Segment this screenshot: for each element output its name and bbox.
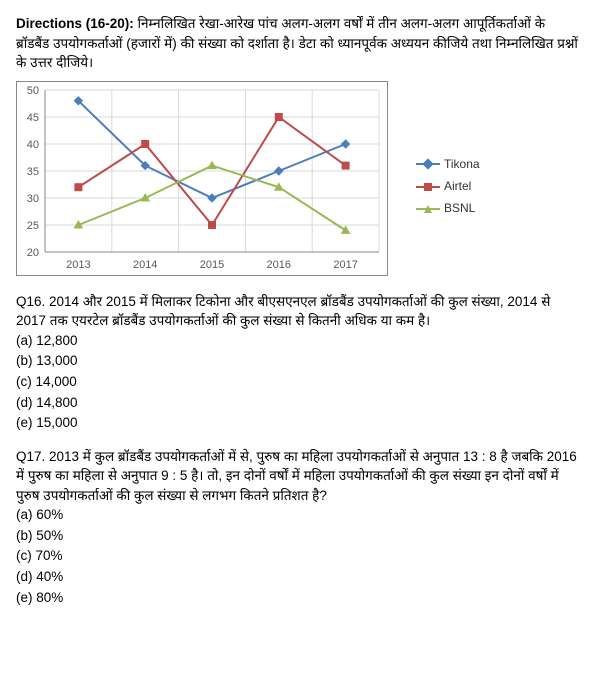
- chart-container: 20 25 30 35 40 45 50 2013 2014 2015 2016 2017 Tikon…: [16, 81, 579, 276]
- option: (e) 80%: [16, 588, 579, 608]
- svg-text:45: 45: [27, 112, 39, 124]
- option: (e) 15,000: [16, 413, 579, 433]
- directions-block: Directions (16-20): निम्नलिखित रेखा-आरेख…: [16, 14, 579, 73]
- question-17: Q17. 2013 में कुल ब्रॉडबैंड उपयोगकर्ताओं…: [16, 447, 579, 608]
- option: (d) 40%: [16, 567, 579, 587]
- option: (d) 14,800: [16, 393, 579, 413]
- option: (b) 50%: [16, 526, 579, 546]
- option: (a) 60%: [16, 505, 579, 525]
- question-16-options: (a) 12,800 (b) 13,000 (c) 14,000 (d) 14,…: [16, 331, 579, 433]
- legend-label: Tikona: [444, 156, 480, 173]
- svg-text:25: 25: [27, 220, 39, 232]
- legend-item: BSNL: [416, 200, 480, 217]
- question-17-options: (a) 60% (b) 50% (c) 70% (d) 40% (e) 80%: [16, 505, 579, 607]
- question-16: Q16. 2014 और 2015 में मिलाकर टिकोना और ब…: [16, 292, 579, 433]
- option: (a) 12,800: [16, 331, 579, 351]
- option: (c) 70%: [16, 546, 579, 566]
- svg-text:2013: 2013: [66, 259, 90, 271]
- svg-text:40: 40: [27, 139, 39, 151]
- svg-text:2016: 2016: [267, 259, 291, 271]
- svg-text:50: 50: [27, 85, 39, 97]
- svg-text:20: 20: [27, 247, 39, 259]
- legend-label: Airtel: [444, 178, 471, 195]
- svg-text:2014: 2014: [133, 259, 157, 271]
- svg-text:2017: 2017: [333, 259, 357, 271]
- svg-text:30: 30: [27, 193, 39, 205]
- question-17-text: Q17. 2013 में कुल ब्रॉडबैंड उपयोगकर्ताओं…: [16, 447, 579, 506]
- question-16-text: Q16. 2014 और 2015 में मिलाकर टिकोना और ब…: [16, 292, 579, 331]
- svg-text:2015: 2015: [200, 259, 224, 271]
- legend-label: BSNL: [444, 200, 475, 217]
- svg-text:35: 35: [27, 166, 39, 178]
- legend-item: Tikona: [416, 156, 480, 173]
- line-chart: 20 25 30 35 40 45 50 2013 2014 2015 2016 2017: [16, 81, 388, 276]
- option: (c) 14,000: [16, 372, 579, 392]
- option: (b) 13,000: [16, 351, 579, 371]
- chart-legend: Tikona Airtel BSNL: [416, 151, 480, 223]
- legend-item: Airtel: [416, 178, 480, 195]
- directions-label: Directions (16-20):: [16, 16, 134, 31]
